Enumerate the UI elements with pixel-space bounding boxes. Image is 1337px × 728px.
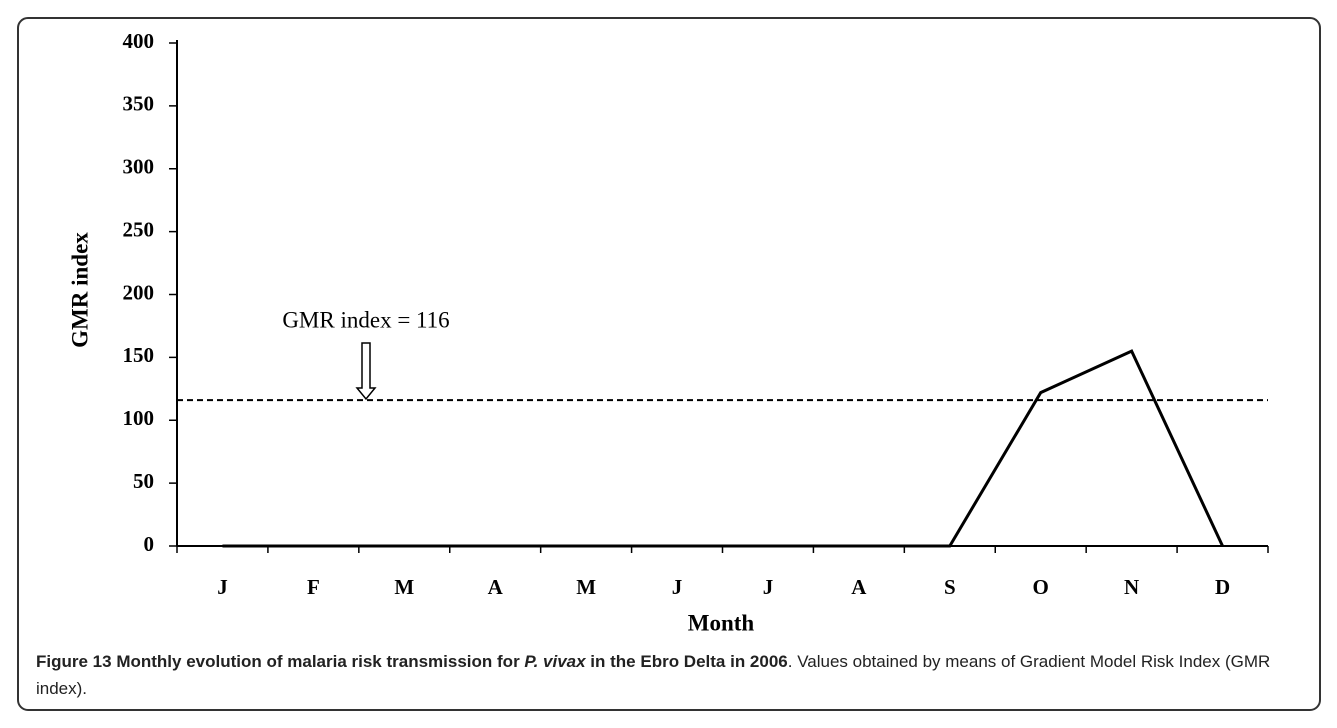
x-tick-label: A	[851, 575, 867, 599]
x-tick-label: F	[307, 575, 320, 599]
x-tick-label: J	[763, 575, 774, 599]
caption-title: Monthly evolution of malaria risk transm…	[116, 652, 520, 671]
x-axis-title: Month	[688, 610, 755, 635]
x-tick-label: M	[576, 575, 596, 599]
y-tick-label: 200	[123, 280, 155, 304]
frame	[17, 17, 1321, 711]
y-tick-label: 250	[123, 217, 155, 241]
y-tick-label: 400	[123, 29, 155, 53]
x-tick-label: S	[944, 575, 956, 599]
arrow	[355, 342, 377, 401]
x-tick-label: O	[1033, 575, 1049, 599]
y-tick-label: 300	[123, 155, 155, 179]
y-tick-label: 100	[123, 406, 155, 430]
y-axis-title: GMR index	[67, 232, 92, 348]
caption-species: P. vivax	[524, 652, 586, 671]
x-tick-label: D	[1215, 575, 1230, 599]
caption-text: . Values obtained by means of Gradient M…	[36, 652, 1271, 698]
x-tick-label: J	[217, 575, 228, 599]
caption: Figure 13 Monthly evolution of malaria r…	[36, 648, 1311, 702]
y-tick-label: 150	[123, 343, 155, 367]
x-tick-label: J	[672, 575, 683, 599]
x-tick-label: N	[1124, 575, 1139, 599]
data-line	[222, 349, 1224, 548]
y-tick-label: 0	[144, 532, 155, 556]
y-tick-label: 350	[123, 92, 155, 116]
annotation: GMR index = 116	[282, 307, 449, 332]
x-tick-label: M	[394, 575, 414, 599]
caption-title-end: in the Ebro Delta in 2006	[590, 652, 788, 671]
y-tick-label: 50	[133, 469, 154, 493]
caption-label: Figure 13	[36, 652, 112, 671]
x-tick-label: A	[488, 575, 504, 599]
